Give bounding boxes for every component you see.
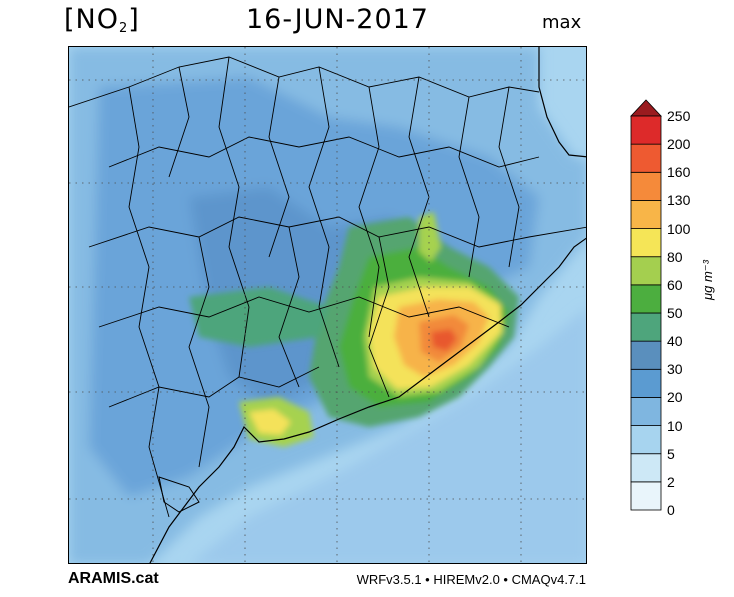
plume-red-core [431, 329, 457, 351]
legend-level-label: 40 [667, 333, 683, 350]
legend-level-label: 5 [667, 445, 675, 462]
legend-swatch [630, 312, 662, 342]
legend-swatch [630, 115, 662, 145]
legend-top-arrow [630, 99, 662, 117]
legend-colorbar: 0 2 5 10 20 30 40 50 60 80 100 130 160 200 250 [630, 99, 690, 517]
footer-models: WRFv3.5.1 • HIREMv2.0 • CMAQv4.7.1 [356, 572, 586, 587]
unit-label: μg m⁻³ [700, 260, 715, 300]
footer-source: ARAMIS.cat [68, 570, 159, 587]
hotspot-west-core [249, 409, 291, 435]
coastal-sea [191, 308, 586, 563]
legend-level-label: 80 [667, 248, 683, 265]
legend-level-label: 0 [667, 502, 675, 518]
admin-boundaries [69, 56, 586, 518]
legend-swatch [630, 453, 662, 483]
map-panel [68, 46, 587, 564]
legend-swatch [630, 200, 662, 229]
plume-north-finger [419, 212, 441, 262]
legend-level-label: 60 [667, 276, 683, 293]
legend-swatch [630, 481, 662, 511]
legend-level-label: 10 [667, 417, 683, 434]
concentration-map [69, 47, 586, 563]
legend-level-label: 200 [667, 136, 691, 153]
legend-level-label: 30 [667, 361, 683, 378]
legend-level-label: 2 [667, 473, 675, 490]
legend-level-label: 100 [667, 220, 691, 237]
title-date: 16-JUN-2017 [246, 4, 429, 35]
legend-level-label: 20 [667, 389, 683, 406]
legend-swatch [630, 340, 662, 370]
inland-green-band [189, 287, 329, 347]
legend-swatch [630, 368, 662, 398]
legend-swatch [630, 256, 662, 286]
legend-swatch [630, 284, 662, 314]
legend-swatch [630, 171, 662, 201]
legend-level-label: 250 [667, 108, 691, 124]
title-statistic: max [542, 12, 582, 33]
coastline [149, 47, 586, 563]
legend-swatch [630, 143, 662, 173]
legend-swatch [630, 397, 662, 426]
legend-level-label: 130 [667, 192, 691, 209]
legend-level-label: 50 [667, 305, 683, 321]
legend-level-label: 160 [667, 164, 691, 181]
legend-swatch [630, 425, 662, 455]
legend-swatches [630, 99, 662, 511]
title-pollutant: [NO2] [64, 4, 140, 36]
legend-swatch [630, 228, 662, 258]
